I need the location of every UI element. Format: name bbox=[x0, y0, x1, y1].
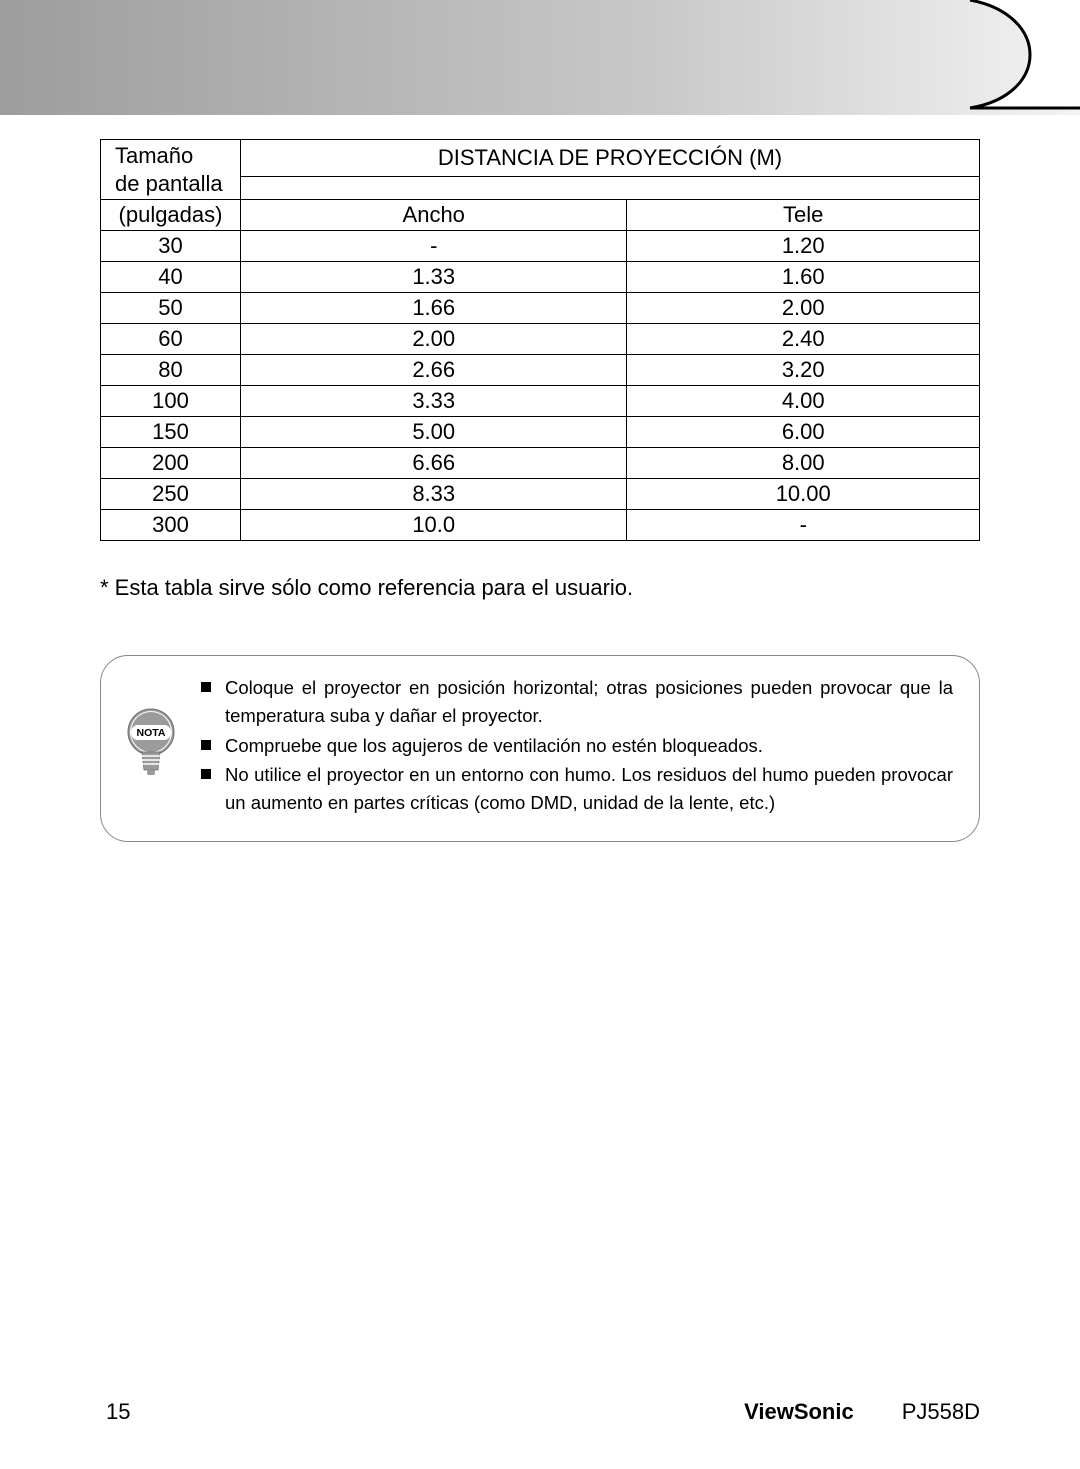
table-row: 2508.3310.00 bbox=[101, 479, 980, 510]
table-header-screen-size: Tamaño de pantalla bbox=[101, 140, 241, 200]
table-cell: 10.0 bbox=[241, 510, 627, 541]
table-header-spacer bbox=[241, 177, 980, 200]
table-cell: - bbox=[241, 231, 627, 262]
table-cell: 8.00 bbox=[627, 448, 980, 479]
note-item: Compruebe que los agujeros de ventilació… bbox=[201, 732, 953, 760]
table-cell: 80 bbox=[101, 355, 241, 386]
table-header-distance: DISTANCIA DE PROYECCIÓN (M) bbox=[241, 140, 980, 177]
table-cell: 8.33 bbox=[241, 479, 627, 510]
table-header-tele: Tele bbox=[627, 200, 980, 231]
note-item: Coloque el proyector en posición horizon… bbox=[201, 674, 953, 730]
note-list: Coloque el proyector en posición horizon… bbox=[201, 674, 953, 819]
table-row: 2006.668.00 bbox=[101, 448, 980, 479]
svg-text:NOTA: NOTA bbox=[137, 727, 166, 739]
table-cell: 2.00 bbox=[627, 293, 980, 324]
table-cell: 2.00 bbox=[241, 324, 627, 355]
model-number: PJ558D bbox=[902, 1399, 980, 1425]
table-cell: - bbox=[627, 510, 980, 541]
table-row: 30-1.20 bbox=[101, 231, 980, 262]
page-footer: 15 ViewSonic PJ558D bbox=[0, 1399, 1080, 1425]
table-cell: 1.33 bbox=[241, 262, 627, 293]
page-content: Tamaño de pantalla DISTANCIA DE PROYECCI… bbox=[0, 115, 1080, 842]
table-cell: 3.33 bbox=[241, 386, 627, 417]
table-row: 602.002.40 bbox=[101, 324, 980, 355]
table-row: 30010.0- bbox=[101, 510, 980, 541]
table-cell: 60 bbox=[101, 324, 241, 355]
table-cell: 300 bbox=[101, 510, 241, 541]
table-row: 501.662.00 bbox=[101, 293, 980, 324]
table-cell: 250 bbox=[101, 479, 241, 510]
table-cell: 1.60 bbox=[627, 262, 980, 293]
page-number: 15 bbox=[106, 1399, 130, 1425]
header-curve-graphic bbox=[770, 0, 1080, 115]
note-item: No utilice el proyector en un entorno co… bbox=[201, 761, 953, 817]
table-cell: 200 bbox=[101, 448, 241, 479]
table-footnote: * Esta tabla sirve sólo como referencia … bbox=[100, 575, 980, 601]
projection-distance-table: Tamaño de pantalla DISTANCIA DE PROYECCI… bbox=[100, 139, 980, 541]
table-cell: 2.66 bbox=[241, 355, 627, 386]
table-cell: 1.20 bbox=[627, 231, 980, 262]
note-box: NOTA Coloque el proyector en posición ho… bbox=[100, 655, 980, 842]
brand-name: ViewSonic bbox=[744, 1399, 854, 1425]
table-cell: 6.66 bbox=[241, 448, 627, 479]
table-row: 1505.006.00 bbox=[101, 417, 980, 448]
table-cell: 50 bbox=[101, 293, 241, 324]
table-cell: 2.40 bbox=[627, 324, 980, 355]
table-cell: 3.20 bbox=[627, 355, 980, 386]
table-cell: 5.00 bbox=[241, 417, 627, 448]
table-cell: 6.00 bbox=[627, 417, 980, 448]
table-cell: 30 bbox=[101, 231, 241, 262]
screen-size-label-2: de pantalla bbox=[115, 171, 223, 196]
table-cell: 40 bbox=[101, 262, 241, 293]
table-row: 802.663.20 bbox=[101, 355, 980, 386]
table-cell: 150 bbox=[101, 417, 241, 448]
screen-size-label-1: Tamaño bbox=[115, 143, 193, 168]
note-icon-wrap: NOTA bbox=[119, 674, 183, 784]
table-header-inches: (pulgadas) bbox=[101, 200, 241, 231]
table-row: 1003.334.00 bbox=[101, 386, 980, 417]
table-cell: 10.00 bbox=[627, 479, 980, 510]
table-cell: 4.00 bbox=[627, 386, 980, 417]
table-row: 401.331.60 bbox=[101, 262, 980, 293]
table-header-wide: Ancho bbox=[241, 200, 627, 231]
lightbulb-icon: NOTA bbox=[123, 706, 179, 784]
table-cell: 1.66 bbox=[241, 293, 627, 324]
table-cell: 100 bbox=[101, 386, 241, 417]
page-header-band bbox=[0, 0, 1080, 115]
